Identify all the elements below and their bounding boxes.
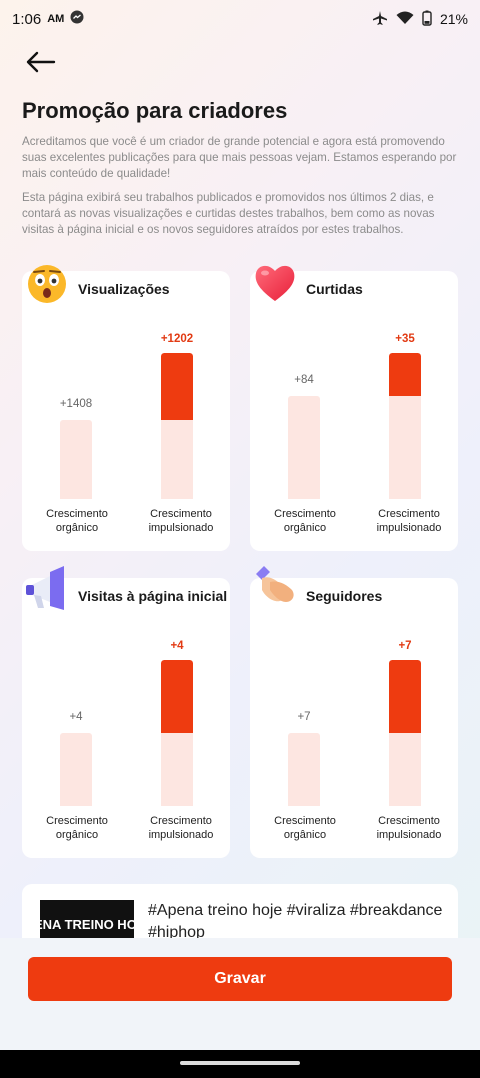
clock-ampm: AM [47,13,65,25]
description-details: Esta página exibirá seu trabalhos public… [22,191,435,236]
home-gesture-pill[interactable] [180,1061,300,1065]
boosted-bar-increment [161,353,193,420]
organic-value: +1408 [59,398,93,410]
airplane-icon [372,10,388,29]
card-title: Seguidores [306,588,383,604]
boosted-axis-label: Crescimento impulsionado [148,815,214,841]
boosted-bar-base [161,420,193,499]
card-followers: Seguidores +7 +7 Crescimento orgânico Cr… [250,566,458,858]
organic-axis-label: Crescimento orgânico [46,815,108,841]
organic-bar-fill [60,420,92,499]
boosted-bar-increment [389,353,421,396]
clock: 1:06 [12,10,42,28]
record-button[interactable]: Gravar [28,957,452,1001]
bar-area: +7 +7 [250,618,458,806]
card-profile-visits: Visitas à página inicial +4 +4 Crescimen… [22,566,230,858]
system-nav-bar [0,1050,480,1078]
card-title: Curtidas [306,281,363,297]
organic-bar [288,396,320,499]
boosted-axis-label: Crescimento impulsionado [148,508,214,534]
arrow-left-icon [26,51,56,73]
organic-bar-fill [288,733,320,806]
organic-value: +84 [294,374,314,386]
card-views: Visualizações +1408 +1202 Crescimento or… [22,265,230,551]
boosted-axis-label: Crescimento impulsionado [376,508,442,534]
boosted-bar [389,660,421,806]
bar-area: +1408 +1202 [22,311,230,499]
organic-axis-label: Crescimento orgânico [274,508,336,534]
back-button[interactable] [20,44,60,80]
organic-value: +7 [297,711,311,723]
organic-bar [60,733,92,806]
video-caption: #Apena treino hoje #viraliza #breakdance… [148,902,443,941]
boosted-value: +4 [170,640,184,652]
card-title: Visualizações [78,281,170,297]
organic-bar-fill [60,733,92,806]
handshake-icon [256,566,294,602]
status-bar: 1:06 AM 21% [0,0,480,38]
messenger-icon [70,10,84,28]
boosted-bar [161,660,193,806]
page-title: Promoção para criadores [22,98,288,123]
boosted-bar-increment [161,660,193,733]
boosted-value: +7 [398,640,412,652]
boosted-bar [389,353,421,499]
organic-axis-label: Crescimento orgânico [46,508,108,534]
wifi-icon [396,11,414,28]
boosted-bar-base [161,733,193,806]
boosted-value: +1202 [160,333,194,345]
bar-area: +4 +4 [22,618,230,806]
card-title: Visitas à página inicial [78,588,228,604]
boosted-bar-base [389,733,421,806]
thumbnail-text: ENA TREINO HOJ [40,917,134,932]
battery-percent: 21% [439,11,468,27]
surprised-face-icon [28,265,66,303]
boosted-bar-increment [389,660,421,733]
boosted-bar [161,353,193,499]
organic-value: +4 [69,711,83,723]
organic-bar [288,733,320,806]
battery-icon [422,10,432,29]
megaphone-icon [26,566,64,610]
organic-bar [60,420,92,499]
video-thumbnail[interactable]: ENA TREINO HOJ [40,900,134,944]
heart-icon [255,265,295,301]
boosted-bar-base [389,396,421,499]
card-likes: Curtidas +84 +35 Crescimento orgânico Cr… [250,265,458,551]
description-intro: Acreditamos que você é um criador de gra… [22,135,457,180]
boosted-axis-label: Crescimento impulsionado [376,815,442,841]
boosted-value: +35 [395,333,415,345]
organic-bar-fill [288,396,320,499]
organic-axis-label: Crescimento orgânico [274,815,336,841]
bar-area: +84 +35 [250,311,458,499]
promoted-video-item[interactable]: ENA TREINO HOJ #Apena treino hoje #viral… [22,884,458,944]
